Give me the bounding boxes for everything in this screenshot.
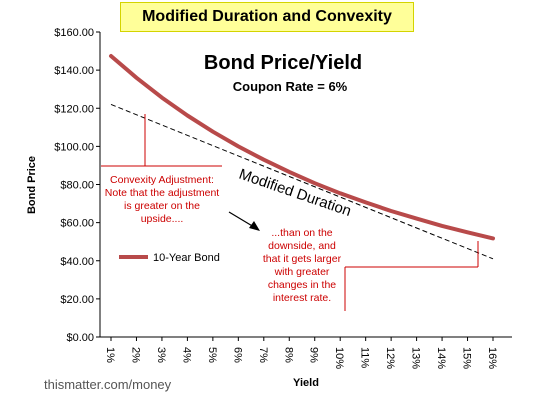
x-tick-label: 1% [104, 347, 116, 363]
y-tick-label: $0.00 [66, 332, 94, 344]
x-tick-label: 16% [486, 347, 498, 369]
y-tick-label: $60.00 [60, 218, 94, 230]
annotation-convexity-upside: Convexity Adjustment: Note that the adju… [101, 114, 222, 225]
x-axis-label: Yield [293, 377, 319, 389]
x-tick-label: 6% [231, 347, 243, 363]
x-tick-label: 12% [384, 347, 396, 369]
x-tick-label: 13% [410, 347, 422, 369]
y-tick-label: $80.00 [60, 180, 94, 192]
modified-duration-line [110, 103, 494, 260]
x-tick-label: 8% [282, 347, 294, 363]
x-tick-label: 2% [129, 347, 141, 363]
arrow-icon [249, 221, 260, 231]
x-tick-label: 9% [308, 347, 320, 363]
annotation-upside-line-3: is greater on the [124, 200, 200, 212]
chart-title: Bond Price/Yield [204, 52, 362, 74]
x-tick-label: 4% [180, 347, 192, 363]
y-tick-label: $20.00 [60, 294, 94, 306]
x-tick-label: 7% [257, 347, 269, 363]
y-tick-label: $160.00 [54, 27, 94, 39]
annotation-upside-line-2: Note that the adjustment [105, 187, 219, 199]
x-tick-label: 11% [359, 347, 371, 368]
annotation-downside-line-6: interest rate. [273, 292, 331, 304]
x-ticks: 1% 2% 3% 4% 5% 6% 7% 8% 9% 10% 11% 12% 13% 14% 15% 16% [104, 337, 498, 369]
annotation-downside-line-5: changes in the [268, 279, 336, 291]
legend-label: 10-Year Bond [153, 252, 220, 264]
y-tick-label: $100.00 [54, 141, 94, 153]
legend: 10-Year Bond [119, 252, 220, 264]
annotation-downside-line-3: that it gets larger [263, 253, 342, 265]
banner-title: Modified Duration and Convexity [120, 2, 414, 32]
chart-subtitle: Coupon Rate = 6% [233, 79, 348, 94]
annotation-upside-line-4: upside.... [141, 213, 184, 225]
y-tick-label: $40.00 [60, 256, 94, 268]
annotation-downside-line-1: ...than on the [271, 227, 332, 239]
arrow-shaft [228, 211, 255, 228]
y-ticks: $0.00 $20.00 $40.00 $60.00 $80.00 $100.00 $120… [54, 27, 100, 344]
y-tick-label: $120.00 [54, 103, 94, 115]
x-tick-label: 10% [333, 347, 345, 369]
x-tick-label: 5% [206, 347, 218, 363]
x-tick-label: 14% [435, 347, 447, 369]
annotation-convexity-downside: ...than on the downside, and that it get… [263, 227, 479, 311]
watermark: thismatter.com/money [44, 377, 172, 392]
annotation-downside-line-4: with greater [274, 266, 330, 278]
y-axis-label: Bond Price [26, 156, 38, 214]
annotation-upside-line-1: Convexity Adjustment: [110, 174, 214, 186]
x-tick-label: 3% [155, 347, 167, 363]
series-line-10-year-bond [109, 54, 495, 241]
annotation-downside-line-2: downside, and [268, 240, 336, 252]
x-tick-label: 15% [461, 347, 473, 369]
y-tick-label: $140.00 [54, 65, 94, 77]
